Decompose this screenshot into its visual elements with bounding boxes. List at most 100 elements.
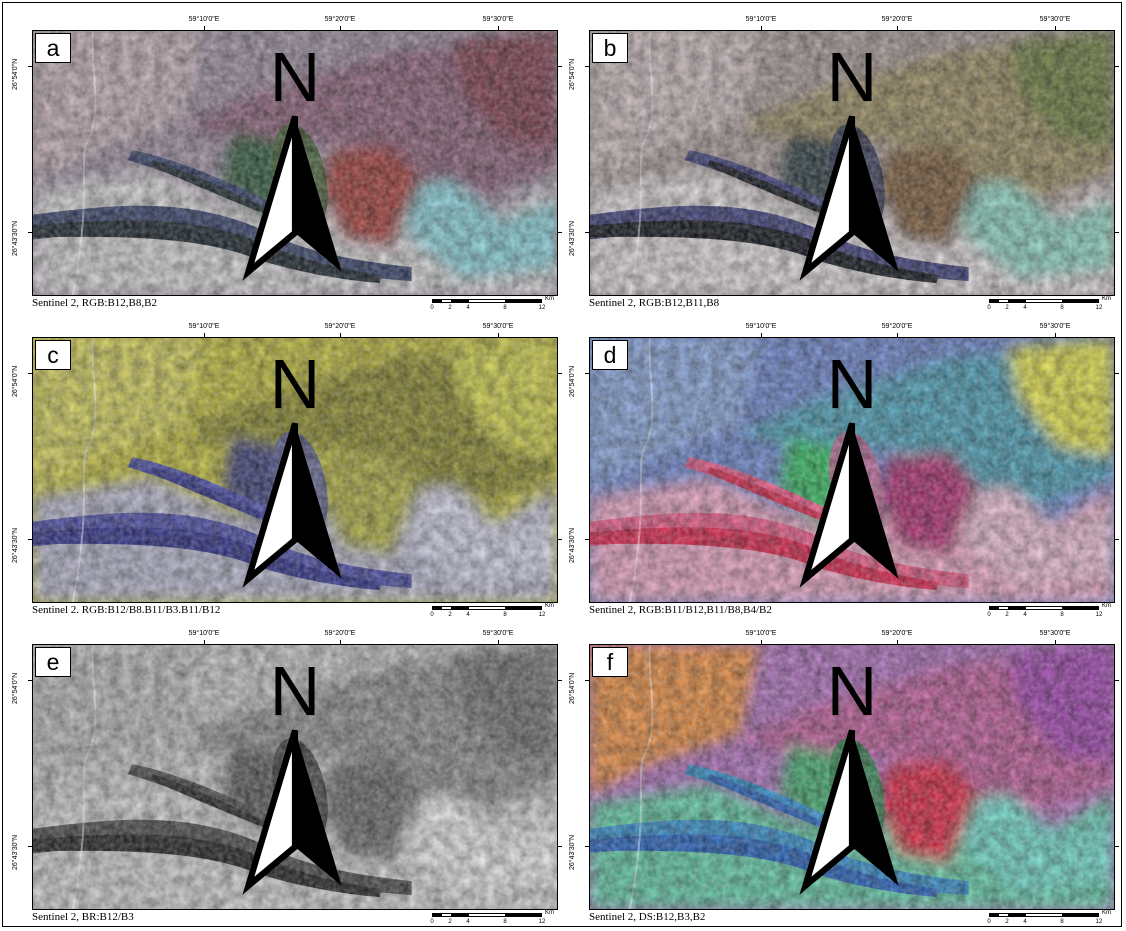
satellite-image: a N	[32, 30, 558, 296]
latitude-label: 26°43'30"N	[569, 220, 576, 256]
false-color-composite	[590, 31, 1114, 295]
panel-letter: d	[592, 340, 628, 370]
panel-caption: Sentinel 2, DS:B12,B3,B2	[589, 911, 706, 923]
latitude-label: 26°54'0"N	[12, 365, 19, 397]
longitude-label: 59°20'0"E	[881, 16, 913, 23]
scale-label: 12	[538, 305, 546, 311]
latitude-label: 26°54'0"N	[569, 365, 576, 397]
graticule-tick	[28, 846, 32, 847]
scale-label: 8	[503, 612, 507, 618]
north-arrow-icon: N	[242, 652, 342, 895]
graticule-tick	[340, 333, 341, 337]
graticule-tick	[1115, 66, 1119, 67]
scale-label: 0	[430, 305, 434, 311]
latitude-label: 26°54'0"N	[12, 672, 19, 704]
north-arrow-icon: N	[799, 652, 899, 895]
scale-label: 12	[1095, 305, 1103, 311]
scale-label: 2	[1005, 919, 1009, 925]
satellite-image: e N	[32, 644, 558, 910]
graticule-tick	[340, 26, 341, 30]
graticule-tick	[1115, 232, 1119, 233]
north-label: N	[827, 38, 877, 116]
scale-unit: Km	[545, 296, 554, 302]
graticule-tick	[897, 333, 898, 337]
scale-unit: Km	[545, 603, 554, 609]
graticule-tick	[498, 26, 499, 30]
graticule-tick	[28, 66, 32, 67]
panel-letter: c	[35, 340, 71, 370]
graticule-tick	[558, 232, 562, 233]
graticule-tick	[761, 333, 762, 337]
map-panel-c: 59°10'0"E 59°20'0"E 59°30'0"E 26°54'0"N …	[4, 313, 564, 618]
scale-label: 8	[503, 919, 507, 925]
graticule-tick	[1115, 373, 1119, 374]
scale-label: 4	[466, 305, 470, 311]
scale-bar: Km 0 2 4 8 12	[430, 296, 562, 315]
scale-bar: Km 0 2 4 8 12	[987, 603, 1119, 622]
panel-caption: Sentinel 2, RGB:B11/B12,B11/B8,B4/B2	[589, 604, 772, 616]
longitude-label: 59°10'0"E	[188, 630, 220, 637]
panel-caption: Sentinel 2, RGB:B12,B8,B2	[32, 297, 157, 309]
longitude-label: 59°10'0"E	[745, 323, 777, 330]
graticule-tick	[558, 539, 562, 540]
graticule-tick	[897, 640, 898, 644]
latitude-label: 26°54'0"N	[12, 58, 19, 90]
false-color-composite	[590, 645, 1114, 909]
panel-letter: a	[35, 33, 71, 63]
latitude-label: 26°43'30"N	[569, 527, 576, 563]
graticule-tick	[558, 373, 562, 374]
north-arrow-icon: N	[242, 38, 342, 281]
graticule-tick	[761, 26, 762, 30]
map-panel-a: 59°10'0"E 59°20'0"E 59°30'0"E 26°54'0"N …	[4, 6, 564, 311]
panel-letter: b	[592, 33, 628, 63]
graticule-tick	[1115, 846, 1119, 847]
longitude-label: 59°10'0"E	[188, 323, 220, 330]
scale-label: 0	[987, 305, 991, 311]
scale-unit: Km	[1102, 603, 1111, 609]
scale-label: 2	[448, 612, 452, 618]
north-label: N	[270, 38, 320, 116]
scale-label: 8	[1060, 612, 1064, 618]
graticule-tick	[204, 333, 205, 337]
graticule-tick	[204, 640, 205, 644]
panel-letter: f	[592, 647, 628, 677]
scale-label: 8	[503, 305, 507, 311]
graticule-tick	[498, 640, 499, 644]
north-label: N	[270, 652, 320, 730]
scale-unit: Km	[1102, 296, 1111, 302]
scale-label: 2	[448, 919, 452, 925]
scale-unit: Km	[545, 910, 554, 916]
scale-label: 4	[1023, 612, 1027, 618]
graticule-tick	[585, 232, 589, 233]
north-arrow-icon: N	[799, 38, 899, 281]
panel-letter: e	[35, 647, 71, 677]
longitude-label: 59°10'0"E	[188, 16, 220, 23]
map-panel-f: 59°10'0"E 59°20'0"E 59°30'0"E 26°54'0"N …	[561, 620, 1121, 925]
graticule-tick	[558, 66, 562, 67]
satellite-image: f N	[589, 644, 1115, 910]
panel-caption: Sentinel 2. RGB:B12/B8.B11/B3.B11/B12	[32, 604, 221, 616]
longitude-label: 59°30'0"E	[1039, 323, 1071, 330]
longitude-label: 59°30'0"E	[1039, 630, 1071, 637]
scale-label: 8	[1060, 919, 1064, 925]
scale-bar: Km 0 2 4 8 12	[987, 910, 1119, 929]
latitude-label: 26°43'30"N	[12, 834, 19, 870]
scale-bar: Km 0 2 4 8 12	[987, 296, 1119, 315]
latitude-label: 26°43'30"N	[569, 834, 576, 870]
longitude-label: 59°30'0"E	[482, 323, 514, 330]
latitude-label: 26°54'0"N	[569, 672, 576, 704]
longitude-label: 59°20'0"E	[324, 630, 356, 637]
longitude-label: 59°10'0"E	[745, 630, 777, 637]
map-panel-e: 59°10'0"E 59°20'0"E 59°30'0"E 26°54'0"N …	[4, 620, 564, 925]
satellite-image: c N	[32, 337, 558, 603]
longitude-label: 59°10'0"E	[745, 16, 777, 23]
scale-label: 2	[1005, 305, 1009, 311]
graticule-tick	[28, 373, 32, 374]
scale-label: 12	[1095, 919, 1103, 925]
graticule-tick	[28, 232, 32, 233]
map-panel-b: 59°10'0"E 59°20'0"E 59°30'0"E 26°54'0"N …	[561, 6, 1121, 311]
graticule-tick	[1055, 640, 1056, 644]
scale-label: 4	[1023, 305, 1027, 311]
latitude-label: 26°54'0"N	[569, 58, 576, 90]
graticule-tick	[897, 26, 898, 30]
